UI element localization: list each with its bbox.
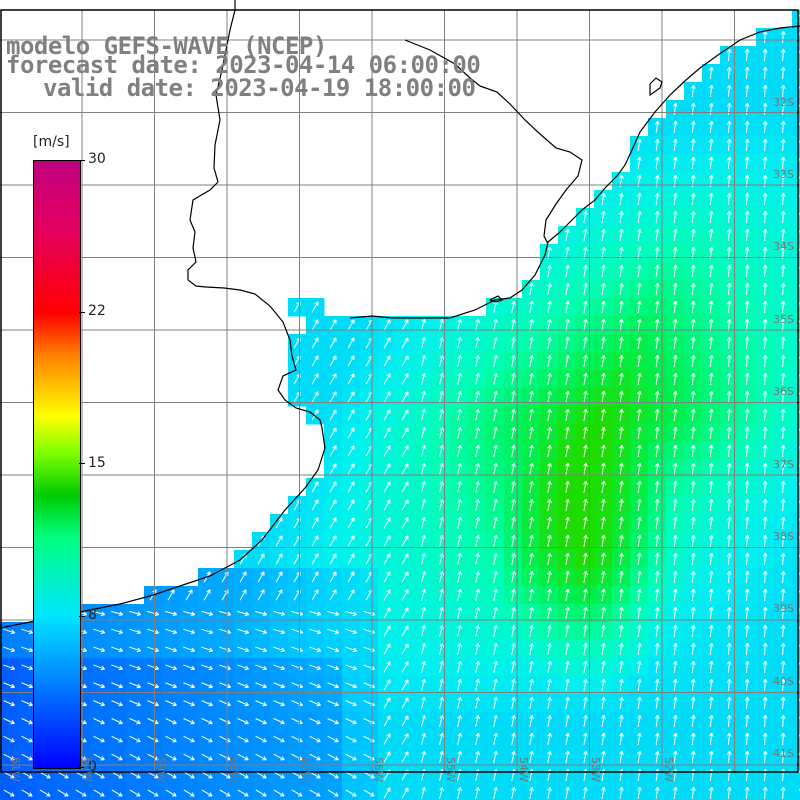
lat-label: 37S bbox=[773, 458, 794, 471]
lat-label: 36S bbox=[773, 385, 794, 398]
lon-label: 56W bbox=[372, 757, 385, 782]
lat-label: 38S bbox=[773, 530, 794, 543]
lon-label: 52W bbox=[662, 757, 675, 782]
wind-vector-arrows bbox=[3, 14, 800, 800]
lat-lon-grid bbox=[0, 10, 800, 772]
lat-label: 40S bbox=[773, 675, 794, 688]
wind-speed-field bbox=[0, 10, 800, 800]
lat-label: 34S bbox=[773, 240, 794, 253]
lon-label: 55W bbox=[444, 757, 457, 782]
lat-label: 41S bbox=[773, 747, 794, 760]
legend-tick-label: 22 bbox=[88, 303, 106, 319]
lon-label: 60W bbox=[81, 757, 94, 782]
legend-tickmark bbox=[79, 463, 85, 464]
map-frame bbox=[0, 9, 799, 773]
legend-tick-label: 8 bbox=[88, 607, 97, 623]
legend-colorbar bbox=[33, 160, 81, 769]
legend-unit: [m/s] bbox=[33, 134, 70, 150]
lon-label: 57W bbox=[299, 757, 312, 782]
legend-tickmark bbox=[79, 767, 85, 768]
lon-label: 61W bbox=[9, 757, 22, 782]
lon-label: 53W bbox=[589, 757, 602, 782]
legend-tickmark bbox=[79, 160, 85, 161]
lon-label: 58W bbox=[227, 757, 240, 782]
lat-label: 35S bbox=[773, 313, 794, 326]
lat-label: 32S bbox=[773, 96, 794, 109]
lat-label: 39S bbox=[773, 602, 794, 615]
legend-tick-label: 30 bbox=[88, 151, 106, 167]
model-title: modelo GEFS-WAVE (NCEP) bbox=[6, 32, 327, 60]
legend-tick-label: 15 bbox=[88, 455, 106, 471]
valid-date: valid date: 2023-04-19 18:00:00 bbox=[43, 74, 476, 102]
legend-tickmark bbox=[79, 616, 85, 617]
lon-label: 59W bbox=[154, 757, 167, 782]
coastline bbox=[0, 0, 800, 629]
lon-label: 54W bbox=[517, 757, 530, 782]
lat-label: 33S bbox=[773, 168, 794, 181]
legend-tick-label: 0 bbox=[88, 759, 97, 775]
legend-tickmark bbox=[79, 312, 85, 313]
forecast-date: forecast date: 2023-04-14 06:00:00 bbox=[6, 51, 481, 79]
